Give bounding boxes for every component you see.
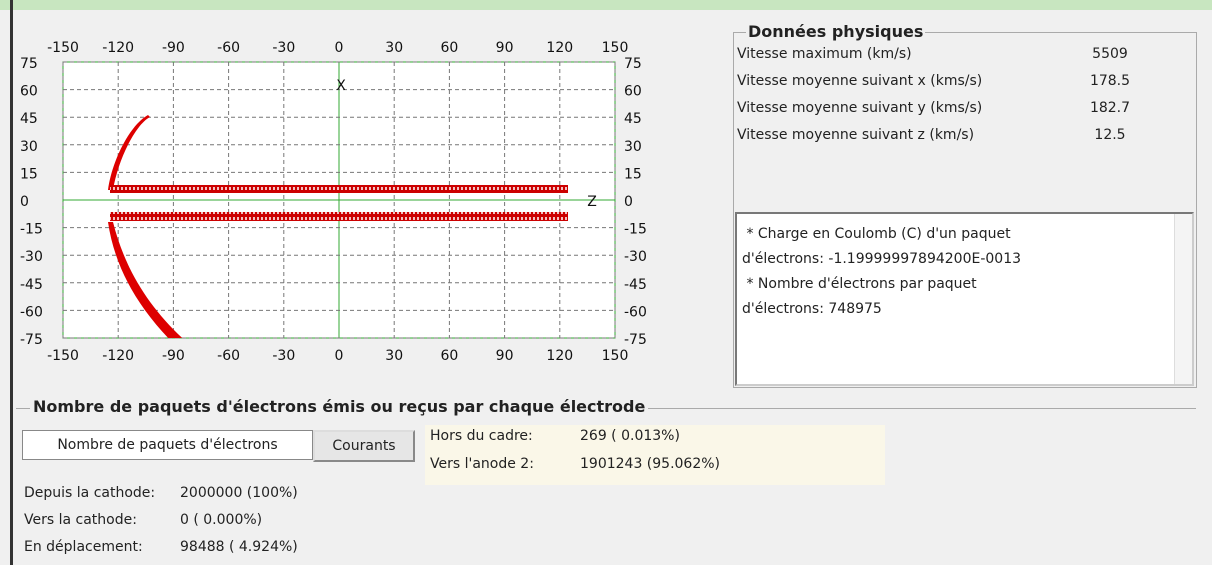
trajectory-lower bbox=[108, 222, 183, 338]
x-tick-label: 150 bbox=[602, 348, 629, 364]
row-value: 178.5 bbox=[1089, 73, 1131, 89]
x-tick-label: -60 bbox=[217, 348, 240, 364]
info-line: * Nombre d'électrons par paquet bbox=[742, 276, 977, 292]
row-label: Vers l'anode 2: bbox=[430, 456, 534, 472]
row-value: 1901243 (95.062%) bbox=[580, 456, 721, 472]
row-label: Vitesse moyenne suivant z (km/s) bbox=[737, 127, 975, 143]
row-label: Vitesse maximum (km/s) bbox=[737, 46, 912, 62]
x-tick-label: 90 bbox=[496, 348, 514, 364]
x-tick-label: 60 bbox=[440, 40, 458, 56]
y-tick-label: 0 bbox=[624, 194, 633, 210]
row-label: Vers la cathode: bbox=[24, 512, 137, 528]
tab[interactable]: Courants bbox=[313, 430, 415, 462]
x-tick-label: -120 bbox=[102, 348, 134, 364]
x-tick-label: 120 bbox=[546, 348, 573, 364]
y-tick-label: -45 bbox=[20, 277, 43, 293]
group-title: Nombre de paquets d'électrons émis ou re… bbox=[30, 397, 649, 416]
highlight bbox=[425, 425, 885, 485]
row-value: 98488 ( 4.924%) bbox=[180, 539, 298, 555]
trajectory-upper bbox=[108, 115, 150, 190]
info-line: d'électrons: -1.19999997894200E-0013 bbox=[742, 251, 1022, 267]
plot: X Z -150-150-120-120-90-90-60-60-30-3000… bbox=[20, 40, 647, 364]
x-tick-label: -120 bbox=[102, 40, 134, 56]
row-value: 12.5 bbox=[1094, 127, 1126, 143]
x-tick-label: -30 bbox=[272, 348, 295, 364]
x-tick-label: 30 bbox=[385, 40, 403, 56]
y-tick-label: 30 bbox=[624, 139, 642, 155]
y-tick-label: -60 bbox=[20, 304, 43, 320]
x-tick-label: 120 bbox=[546, 40, 573, 56]
row-value: 0 ( 0.000%) bbox=[180, 512, 263, 528]
y-tick-label: -45 bbox=[624, 277, 647, 293]
x-tick-label: -150 bbox=[47, 348, 79, 364]
x-tick-label: 0 bbox=[335, 348, 344, 364]
row-value: 2000000 (100%) bbox=[180, 485, 298, 501]
beam-upper bbox=[110, 185, 568, 193]
axis-label: Z bbox=[587, 194, 597, 210]
info-line: * Charge en Coulomb (C) d'un paquet bbox=[742, 226, 1011, 242]
group-box bbox=[733, 32, 1197, 388]
row-value: 182.7 bbox=[1089, 100, 1131, 116]
y-tick-label: 0 bbox=[20, 194, 29, 210]
x-tick-label: 0 bbox=[335, 40, 344, 56]
row-label: Depuis la cathode: bbox=[24, 485, 156, 501]
y-tick-label: -30 bbox=[20, 249, 43, 265]
x-tick-label: -150 bbox=[47, 40, 79, 56]
y-tick-label: -75 bbox=[624, 332, 647, 348]
y-tick-label: 45 bbox=[624, 111, 642, 127]
left-border bbox=[10, 0, 13, 565]
group-title: Données physiques bbox=[746, 22, 926, 41]
row-label: Vitesse moyenne suivant y (kms/s) bbox=[737, 100, 983, 116]
y-tick-label: -60 bbox=[624, 304, 647, 320]
y-tick-label: 75 bbox=[20, 56, 38, 72]
info-box: * Charge en Coulomb (C) d'un paquet d'éle… bbox=[735, 212, 1194, 386]
x-tick-label: 60 bbox=[440, 348, 458, 364]
axis-label: X bbox=[336, 78, 346, 94]
row-label: Hors du cadre: bbox=[430, 428, 533, 444]
y-tick-label: 45 bbox=[20, 111, 38, 127]
y-tick-label: -75 bbox=[20, 332, 43, 348]
x-tick-label: -90 bbox=[162, 348, 185, 364]
x-tick-label: 90 bbox=[496, 40, 514, 56]
y-tick-label: -30 bbox=[624, 249, 647, 265]
x-tick-label: 150 bbox=[602, 40, 629, 56]
x-tick-label: 30 bbox=[385, 348, 403, 364]
trajectories bbox=[108, 115, 568, 338]
y-tick-label: 15 bbox=[624, 166, 642, 182]
row-label: Vitesse moyenne suivant x (kms/s) bbox=[737, 73, 983, 89]
top-band bbox=[0, 0, 1212, 10]
y-tick-label: 60 bbox=[624, 84, 642, 100]
x-tick-label: -90 bbox=[162, 40, 185, 56]
x-tick-label: -60 bbox=[217, 40, 240, 56]
y-tick-label: -15 bbox=[20, 222, 43, 238]
x-tick-label: -30 bbox=[272, 40, 295, 56]
beam-lower bbox=[110, 212, 568, 221]
tab[interactable]: Nombre de paquets d'électrons bbox=[22, 430, 313, 460]
row-value: 5509 bbox=[1092, 46, 1128, 62]
y-tick-label: 30 bbox=[20, 139, 38, 155]
y-tick-label: 60 bbox=[20, 84, 38, 100]
y-tick-label: -15 bbox=[624, 222, 647, 238]
scrollbar[interactable] bbox=[1174, 214, 1192, 384]
info-line: d'électrons: 748975 bbox=[742, 301, 882, 317]
y-tick-label: 15 bbox=[20, 166, 38, 182]
row-value: 269 ( 0.013%) bbox=[580, 428, 680, 444]
y-tick-label: 75 bbox=[624, 56, 642, 72]
row-label: En déplacement: bbox=[24, 539, 143, 555]
